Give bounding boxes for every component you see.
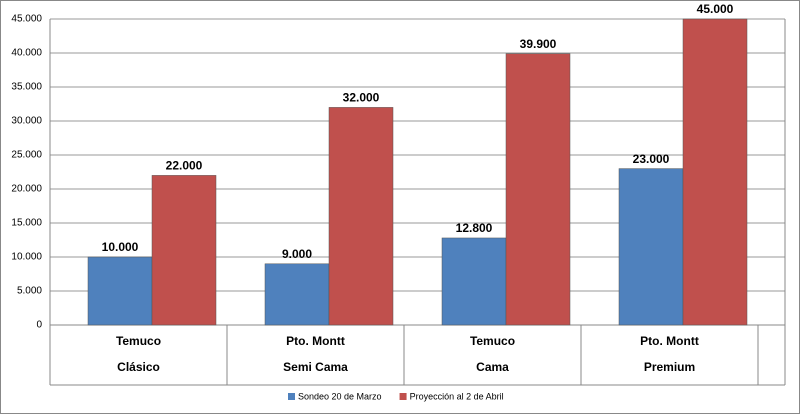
bar: [264, 263, 330, 326]
bar: [328, 107, 394, 326]
y-tick-label: 35.000: [11, 82, 42, 93]
x-group-label: Cama: [476, 360, 509, 374]
bar: [682, 18, 748, 326]
bar: [441, 237, 507, 326]
x-group-label: Premium: [644, 360, 695, 374]
legend-swatch: [288, 393, 295, 400]
x-tick-label: Pto. Montt: [640, 334, 699, 348]
y-tick-label: 20.000: [11, 184, 42, 195]
x-group-label: Semi Cama: [283, 360, 348, 374]
x-group-label: Clásico: [117, 360, 160, 374]
value-label: 32.000: [343, 91, 380, 105]
x-tick-label: Temuco: [116, 334, 161, 348]
y-tick-label: 5.000: [17, 286, 42, 297]
legend-swatch: [399, 393, 407, 400]
y-tick-label: 0: [36, 320, 42, 331]
value-label: 12.800: [456, 221, 493, 235]
y-tick-label: 40.000: [11, 48, 42, 59]
bar: [505, 53, 571, 326]
bar: [87, 256, 153, 326]
y-tick-label: 30.000: [11, 116, 42, 127]
x-tick-label: Temuco: [470, 334, 515, 348]
legend-label: Proyección al 2 de Abril: [410, 391, 504, 401]
value-label: 9.000: [282, 247, 312, 261]
bar: [151, 175, 217, 326]
legend-label: Sondeo 20 de Marzo: [298, 391, 382, 401]
value-label: 39.900: [520, 37, 557, 51]
value-label: 23.000: [633, 152, 670, 166]
bar: [618, 168, 684, 326]
y-tick-label: 45.000: [11, 14, 42, 25]
y-tick-label: 15.000: [11, 218, 42, 229]
x-tick-label: Pto. Montt: [286, 334, 345, 348]
value-label: 45.000: [697, 2, 734, 16]
y-tick-label: 10.000: [11, 252, 42, 263]
y-tick-label: 25.000: [11, 150, 42, 161]
value-label: 10.000: [102, 240, 139, 254]
value-label: 22.000: [166, 159, 203, 173]
